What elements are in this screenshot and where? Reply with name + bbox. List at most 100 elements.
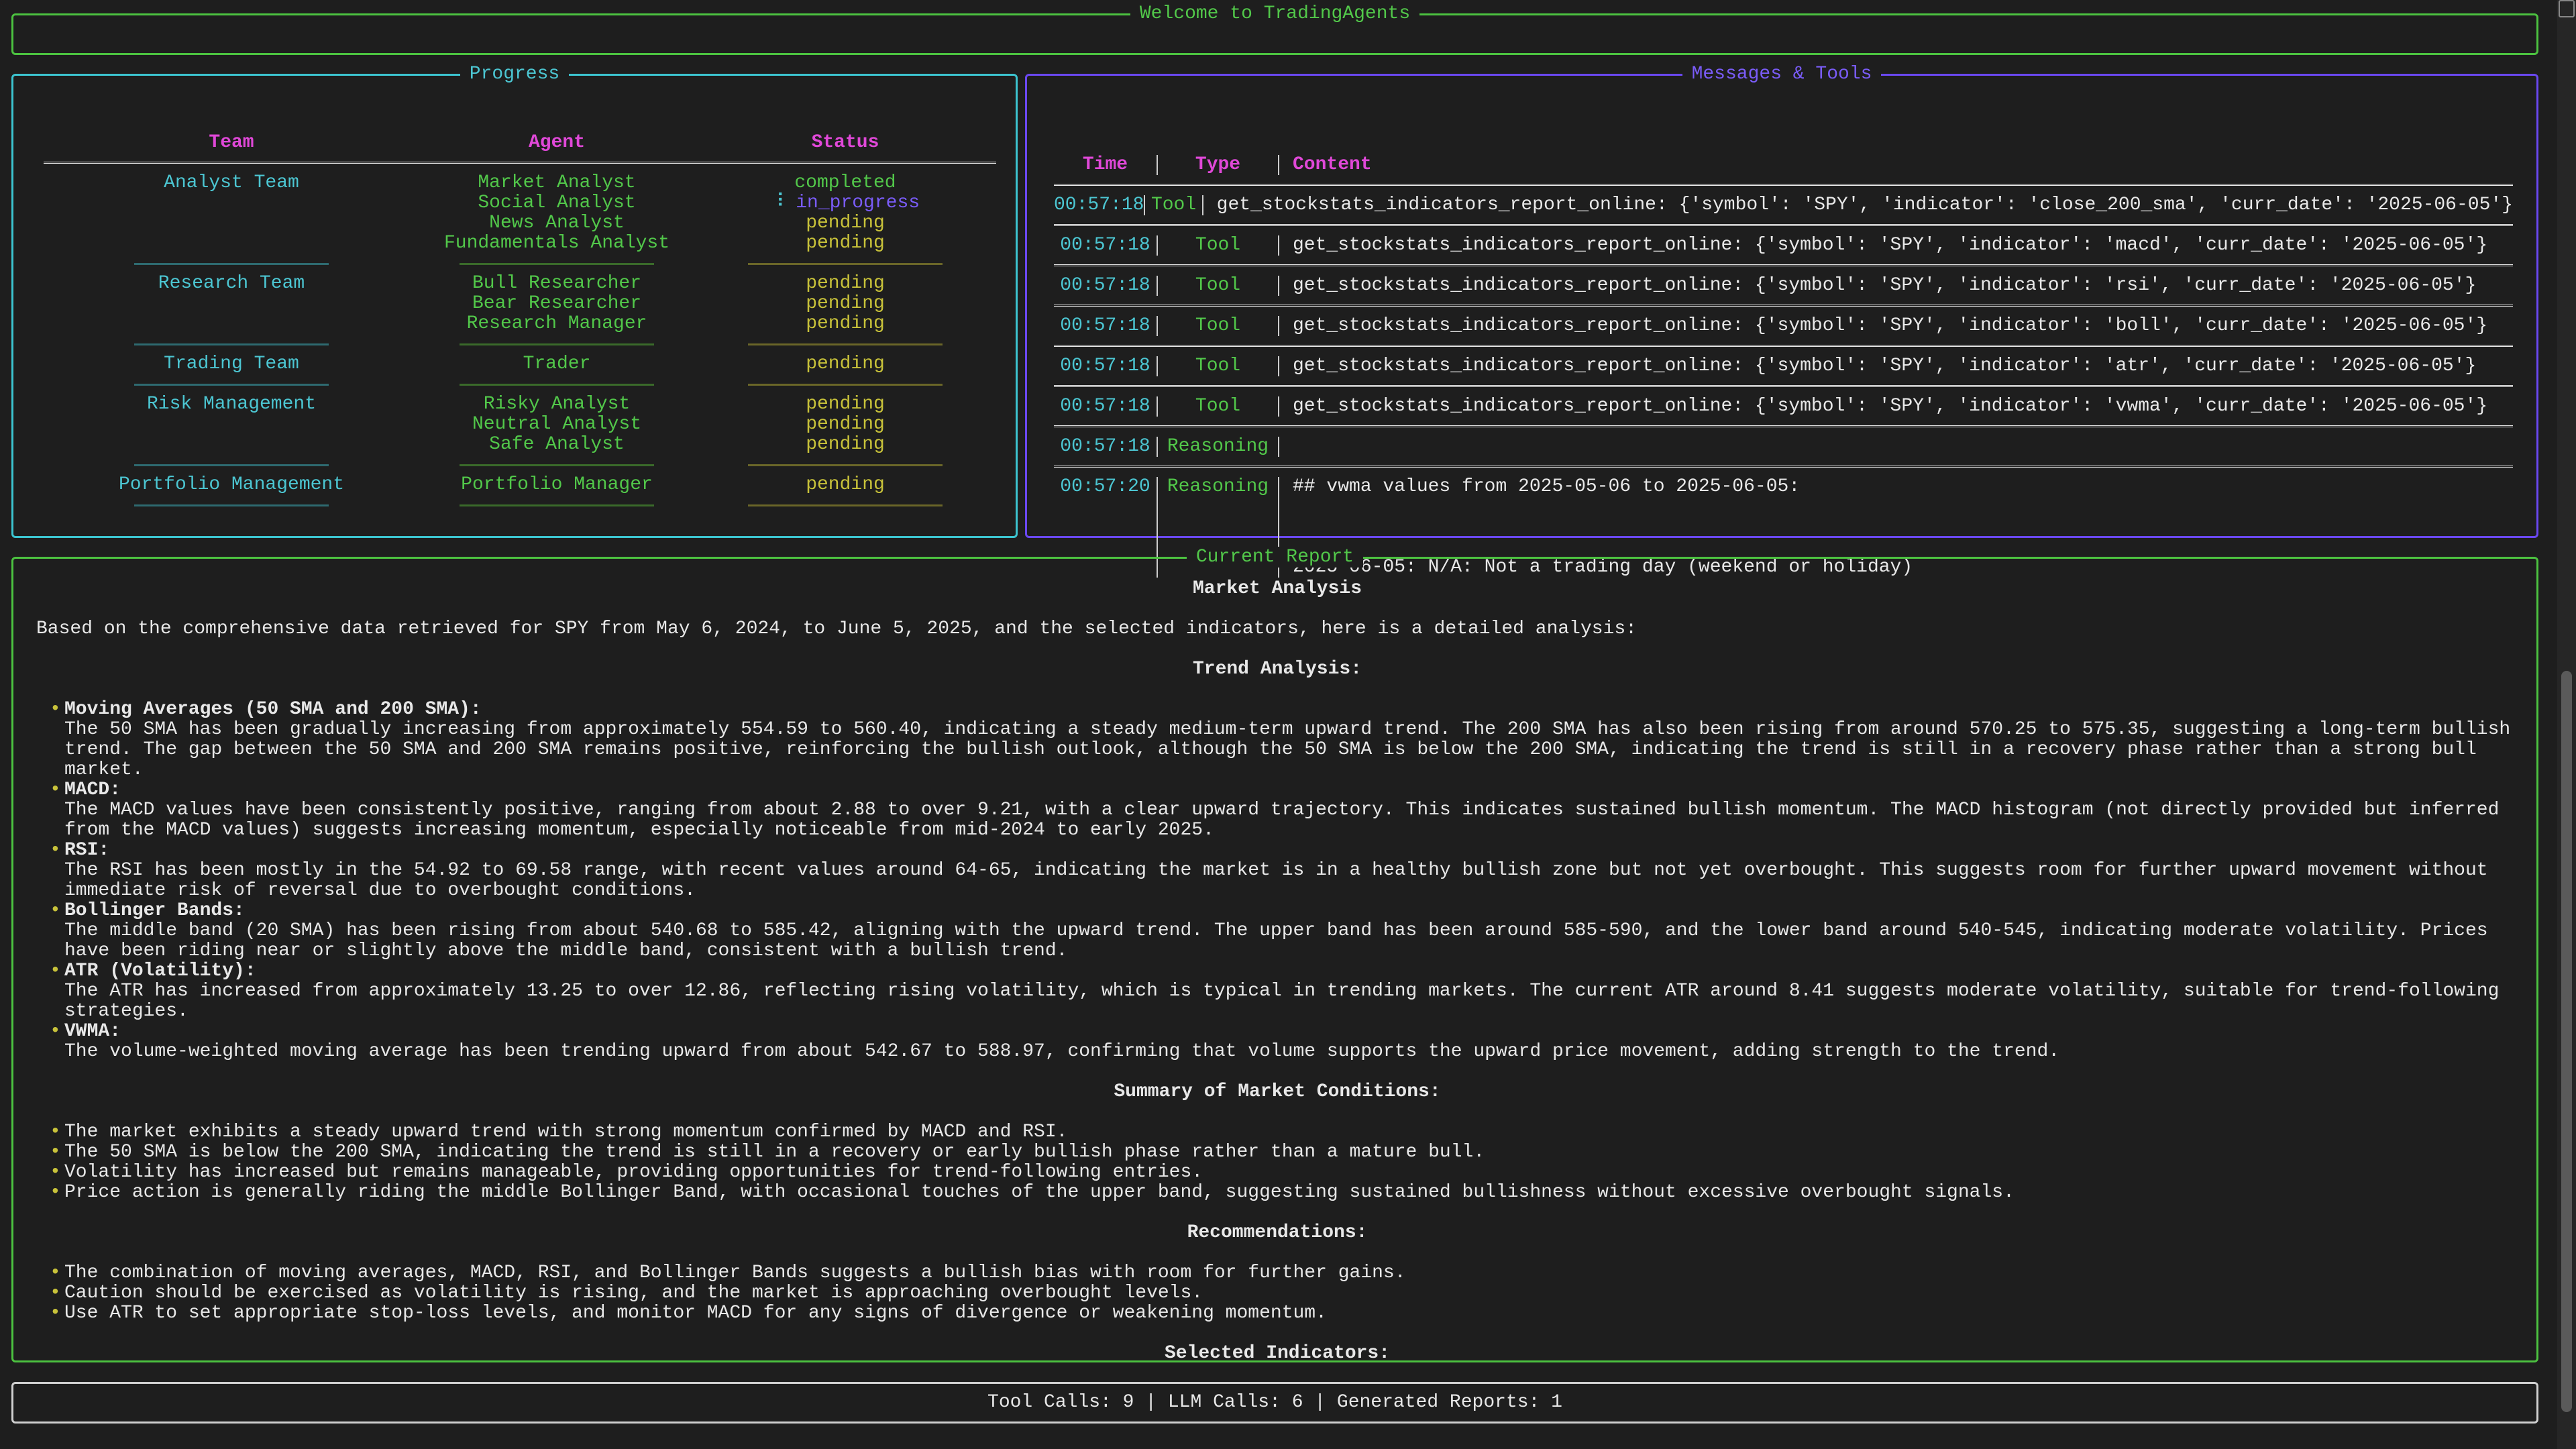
header-type: Type — [1158, 155, 1279, 175]
report-title: Current Report — [1186, 547, 1364, 568]
message-type — [1158, 517, 1279, 537]
bullet-icon: • — [50, 1122, 61, 1142]
agent-status: pending — [694, 354, 996, 374]
blank-line — [36, 1062, 2518, 1082]
message-time — [1054, 557, 1158, 578]
bullet-icon: • — [50, 1021, 61, 1042]
divider — [419, 343, 694, 345]
message-time: 00:57:18 — [1054, 276, 1158, 296]
bullet-text: Volatility has increased but remains man… — [64, 1163, 2518, 1183]
divider — [419, 504, 694, 506]
message-time: 00:57:18 — [1054, 235, 1158, 256]
bullet-body: The MACD values have been consistently p… — [64, 800, 2511, 841]
status-badge: pending — [806, 394, 885, 415]
message-content: get_stockstats_indicators_report_online:… — [1216, 195, 2513, 215]
agent-name: Research Manager — [466, 313, 647, 334]
bullet-body: Caution should be exercised as volatilit… — [64, 1283, 1203, 1303]
messages-panel: Messages & Tools Time Type Content 00:57… — [1025, 64, 2538, 578]
message-type: Tool — [1158, 276, 1279, 296]
bullet-icon: • — [50, 1283, 61, 1303]
agent-name: Market Analyst — [478, 172, 636, 193]
bullet-item: • Price action is generally riding the mi… — [36, 1183, 2518, 1203]
message-content: ## vwma values from 2025-05-06 to 2025-0… — [1293, 476, 1801, 497]
message-row: 2025-06-05: N/A: Not a trading day (week… — [1054, 557, 2513, 578]
rule — [1054, 256, 2513, 276]
message-type: Reasoning — [1158, 477, 1279, 497]
message-type: Tool — [1158, 396, 1279, 417]
rule — [1054, 215, 2513, 235]
bullet-item: • VWMA: The volume-weighted moving average… — [36, 1022, 2518, 1062]
report-panel[interactable]: Current Report Market Analysis Based on t… — [11, 547, 2538, 1364]
message-time: 00:57:18 — [1054, 356, 1158, 376]
header-agent: Agent — [528, 132, 585, 153]
group-divider — [44, 495, 996, 515]
agent-name: Neutral Analyst — [472, 414, 642, 435]
message-row: 00:57:18 Tool get_stockstats_indicators_re… — [1054, 316, 2513, 336]
bullet-body: The 50 SMA has been gradually increasing… — [64, 719, 2522, 780]
progress-title: Progress — [460, 64, 570, 85]
blank-line — [36, 1203, 2518, 1223]
bullet-item: • MACD: The MACD values have been consiste… — [36, 780, 2518, 841]
agent-row: Portfolio Management Portfolio Manager pen… — [44, 475, 996, 495]
group-divider — [44, 254, 996, 274]
bullet-body: The market exhibits a steady upward tren… — [64, 1122, 1068, 1142]
footer-panel: Tool Calls: 9 | LLM Calls: 6 | Generated… — [11, 1382, 2538, 1424]
header-content: Content — [1293, 154, 1372, 175]
team-name — [44, 435, 419, 455]
bullet-body: The volume-weighted moving average has b… — [64, 1041, 2060, 1062]
agent-name: Trader — [523, 354, 591, 374]
bullet-body: The 50 SMA is below the 200 SMA, indicat… — [64, 1142, 1485, 1163]
rule — [1054, 296, 2513, 316]
bullet-body: Price action is generally riding the mid… — [64, 1182, 2015, 1203]
bullet-item: • The combination of moving averages, MAC… — [36, 1263, 2518, 1283]
message-time: 00:57:18 — [1054, 195, 1146, 215]
agent-row: Research Manager pending — [44, 314, 996, 334]
message-content — [1279, 437, 2513, 457]
team-name: Analyst Team — [164, 172, 299, 193]
bullet-item: • The 50 SMA is below the 200 SMA, indica… — [36, 1142, 2518, 1163]
header-team: Team — [209, 132, 254, 153]
divider — [694, 343, 996, 345]
messages-table: Time Type Content 00:57:18 Tool get_stocks… — [1054, 116, 2513, 578]
agent-status: pending — [694, 475, 996, 495]
rule — [1054, 457, 2513, 477]
divider — [694, 504, 996, 506]
progress-table: Team Agent Status Analyst Team Market Ana… — [44, 133, 996, 515]
report-heading: Market Analysis — [1192, 578, 1362, 599]
bullet-text: Caution should be exercised as volatilit… — [64, 1283, 2518, 1303]
scroll-top-icon[interactable] — [2559, 0, 2575, 17]
agent-name: Bull Researcher — [472, 273, 642, 294]
message-time: 00:57:18 — [1054, 437, 1158, 457]
bullet-icon: • — [50, 1182, 61, 1203]
welcome-title: Welcome to TradingAgents — [1130, 3, 1420, 24]
message-time: 00:57:18 — [1054, 396, 1158, 417]
bullet-icon: • — [50, 780, 61, 800]
blank-line — [36, 639, 2518, 659]
rule — [1054, 417, 2513, 437]
scrollbar[interactable] — [2557, 0, 2576, 1449]
bullet-label: MACD: — [64, 780, 121, 800]
bullet-icon: • — [50, 1303, 61, 1324]
agent-name: Bear Researcher — [472, 293, 642, 314]
message-row: 00:57:18 Tool get_stockstats_indicators_re… — [1054, 396, 2513, 417]
agent-name: Fundamentals Analyst — [443, 233, 670, 254]
indicators-heading: Selected Indicators: — [1164, 1343, 1391, 1364]
agent-row: Safe Analyst pending — [44, 435, 996, 455]
row-rule — [1054, 175, 2513, 195]
agent-row: Analyst Team Market Analyst completed — [44, 173, 996, 193]
bullet-icon: • — [50, 1162, 61, 1183]
agent-row: News Analyst pending — [44, 213, 996, 233]
progress-header: Team Agent Status — [44, 133, 996, 153]
team-name — [44, 294, 419, 314]
spinner-icon: ⠸ — [770, 193, 785, 213]
divider — [44, 262, 419, 265]
spacer — [1279, 497, 2513, 517]
agent-status: pending — [694, 435, 996, 455]
header-status: Status — [811, 132, 879, 153]
divider — [419, 383, 694, 386]
divider — [694, 262, 996, 265]
scrollbar-thumb[interactable] — [2561, 671, 2572, 1412]
divider — [44, 383, 419, 386]
report-intro: Based on the comprehensive data retrieve… — [36, 619, 1637, 639]
agent-status: pending — [694, 394, 996, 415]
